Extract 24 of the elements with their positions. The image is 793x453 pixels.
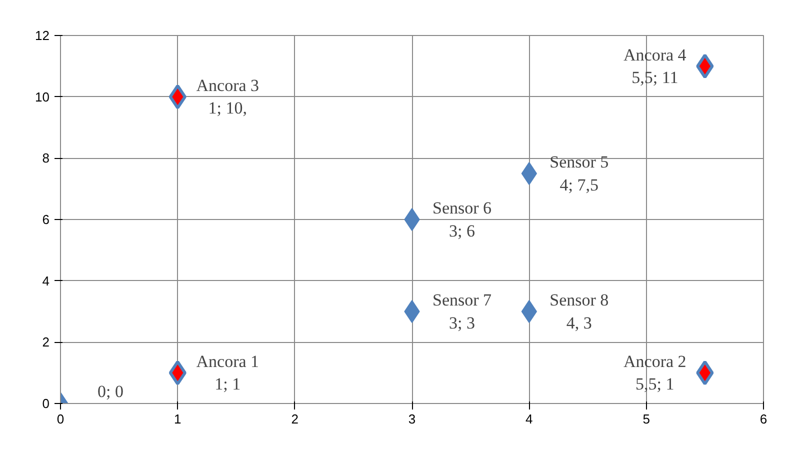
y-tick-label: 2 (42, 334, 50, 350)
point (696, 54, 714, 79)
point (168, 84, 186, 110)
data-label: Sensor 6 3; 6 (432, 198, 492, 240)
x-tick-label: 5 (642, 412, 650, 426)
point (168, 360, 186, 386)
data-label: Sensor 8 4, 3 (550, 290, 609, 332)
y-tick-label: 12 (35, 28, 50, 43)
x-tick-label: 0 (56, 412, 64, 426)
x-tick-label: 2 (291, 412, 298, 426)
data-label: Ancora 1 1; 1 (196, 352, 260, 394)
data-label: Sensor 7 3; 3 (432, 290, 492, 332)
point (696, 360, 714, 386)
data-label: 0; 0 (98, 382, 124, 401)
x-tick-label: 6 (760, 412, 768, 426)
y-tick-label: 8 (42, 150, 50, 166)
y-tick-label: 10 (35, 89, 50, 104)
y-tick-label: 4 (42, 273, 50, 288)
y-tick-label: 6 (42, 212, 50, 227)
x-tick-label: 3 (408, 412, 416, 426)
y-tick-label: 0 (42, 396, 50, 411)
x-tick-label: 4 (526, 412, 533, 426)
data-label: Ancora 3 1; 10, (196, 76, 260, 118)
x-tick-label: 1 (174, 412, 182, 426)
